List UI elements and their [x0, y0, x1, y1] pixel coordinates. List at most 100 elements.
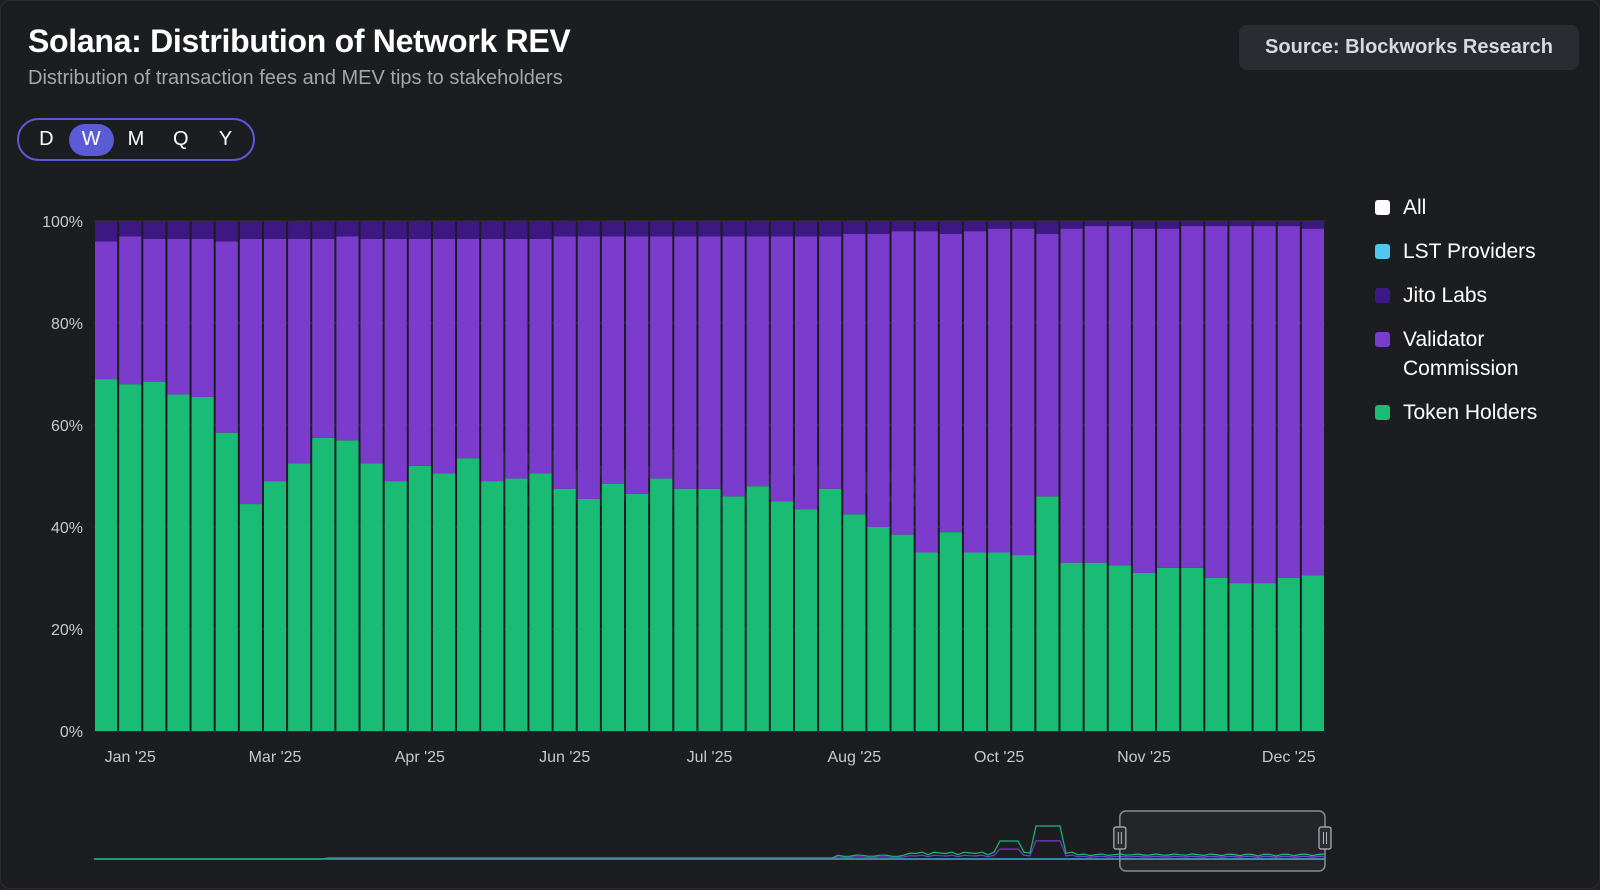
bar-segment-jito-labs[interactable] — [1205, 221, 1228, 227]
bar-segment-token-holders[interactable] — [119, 384, 142, 731]
bar-segment-validator-commission[interactable] — [360, 238, 383, 464]
bar-segment-validator-commission[interactable] — [288, 238, 311, 464]
bar-segment-token-holders[interactable] — [843, 514, 866, 731]
bar-segment-validator-commission[interactable] — [963, 231, 987, 553]
bar-segment-token-holders[interactable] — [601, 483, 625, 731]
legend-item-all[interactable]: All — [1375, 193, 1585, 222]
bar-segment-jito-labs[interactable] — [963, 221, 987, 232]
bar-segment-jito-labs[interactable] — [577, 221, 600, 237]
bar-segment-validator-commission[interactable] — [95, 241, 118, 380]
bar-segment-jito-labs[interactable] — [1060, 221, 1083, 229]
bar-segment-jito-labs[interactable] — [288, 221, 311, 239]
bar-segment-token-holders[interactable] — [698, 488, 721, 731]
bar-segment-jito-labs[interactable] — [553, 221, 576, 237]
bar-segment-validator-commission[interactable] — [553, 236, 576, 489]
bar-segment-token-holders[interactable] — [891, 534, 914, 731]
bar-segment-validator-commission[interactable] — [1036, 233, 1059, 497]
bar-segment-jito-labs[interactable] — [263, 221, 287, 239]
legend-item-lst-providers[interactable]: LST Providers — [1375, 237, 1585, 266]
bar-segment-validator-commission[interactable] — [577, 236, 600, 499]
bar-segment-token-holders[interactable] — [794, 509, 818, 731]
bar-segment-jito-labs[interactable] — [939, 221, 962, 234]
bar-segment-token-holders[interactable] — [432, 473, 456, 731]
bar-segment-validator-commission[interactable] — [336, 236, 359, 441]
bar-segment-jito-labs[interactable] — [1108, 221, 1131, 227]
bar-segment-token-holders[interactable] — [1277, 578, 1300, 731]
bar-segment-token-holders[interactable] — [167, 394, 190, 731]
bar-segment-jito-labs[interactable] — [698, 221, 721, 237]
bar-segment-validator-commission[interactable] — [1229, 226, 1252, 584]
bar-segment-validator-commission[interactable] — [674, 236, 697, 489]
bar-segment-validator-commission[interactable] — [505, 238, 528, 479]
bar-segment-jito-labs[interactable] — [167, 221, 190, 239]
bar-segment-token-holders[interactable] — [191, 396, 214, 731]
period-button-q[interactable]: Q — [173, 128, 189, 150]
bar-segment-jito-labs[interactable] — [1229, 221, 1252, 227]
bar-segment-jito-labs[interactable] — [915, 221, 938, 232]
bar-segment-token-holders[interactable] — [867, 527, 890, 731]
bar-segment-token-holders[interactable] — [746, 486, 769, 731]
bar-segment-jito-labs[interactable] — [408, 221, 431, 239]
bar-segment-jito-labs[interactable] — [988, 221, 1011, 229]
bar-segment-jito-labs[interactable] — [432, 221, 456, 239]
bar-segment-jito-labs[interactable] — [119, 221, 142, 237]
bar-segment-validator-commission[interactable] — [1084, 226, 1107, 563]
bar-segment-token-holders[interactable] — [312, 437, 335, 731]
bar-segment-validator-commission[interactable] — [601, 236, 625, 484]
bar-segment-jito-labs[interactable] — [722, 221, 745, 237]
bar-segment-token-holders[interactable] — [674, 488, 697, 731]
bar-segment-jito-labs[interactable] — [312, 221, 335, 239]
bar-segment-token-holders[interactable] — [1253, 583, 1276, 731]
bar-segment-validator-commission[interactable] — [626, 236, 649, 494]
bar-segment-validator-commission[interactable] — [191, 238, 214, 397]
bar-segment-validator-commission[interactable] — [891, 231, 914, 535]
bar-segment-token-holders[interactable] — [577, 498, 600, 731]
period-button-m[interactable]: M — [127, 128, 145, 150]
bar-segment-jito-labs[interactable] — [360, 221, 383, 239]
bar-segment-validator-commission[interactable] — [650, 236, 673, 479]
bar-segment-validator-commission[interactable] — [119, 236, 142, 385]
bar-segment-token-holders[interactable] — [529, 473, 552, 731]
bar-segment-validator-commission[interactable] — [1205, 226, 1228, 578]
bar-segment-token-holders[interactable] — [722, 496, 745, 731]
bar-segment-validator-commission[interactable] — [1253, 226, 1276, 584]
bar-segment-jito-labs[interactable] — [1301, 221, 1324, 229]
bar-segment-validator-commission[interactable] — [384, 238, 407, 482]
bar-segment-jito-labs[interactable] — [843, 221, 866, 234]
bar-segment-token-holders[interactable] — [505, 478, 528, 731]
bar-segment-validator-commission[interactable] — [770, 236, 793, 502]
bar-segment-jito-labs[interactable] — [1277, 221, 1300, 227]
bar-segment-token-holders[interactable] — [1181, 567, 1204, 731]
bar-segment-jito-labs[interactable] — [1012, 221, 1035, 229]
bar-segment-jito-labs[interactable] — [746, 221, 769, 237]
bar-segment-jito-labs[interactable] — [215, 221, 238, 242]
bar-segment-validator-commission[interactable] — [167, 238, 190, 395]
bar-segment-validator-commission[interactable] — [988, 228, 1011, 553]
bar-segment-token-holders[interactable] — [215, 432, 238, 731]
navigator-selection[interactable] — [1119, 810, 1326, 872]
bar-segment-jito-labs[interactable] — [505, 221, 528, 239]
period-button-y[interactable]: Y — [218, 128, 233, 150]
bar-segment-jito-labs[interactable] — [95, 221, 118, 242]
bar-segment-validator-commission[interactable] — [457, 238, 480, 459]
bar-segment-jito-labs[interactable] — [384, 221, 407, 239]
bar-segment-validator-commission[interactable] — [939, 233, 962, 533]
bar-segment-token-holders[interactable] — [143, 381, 166, 731]
bar-segment-token-holders[interactable] — [963, 552, 987, 732]
bar-segment-validator-commission[interactable] — [819, 236, 842, 489]
legend-item-token-holders[interactable]: Token Holders — [1375, 398, 1585, 427]
bar-segment-token-holders[interactable] — [1060, 562, 1083, 731]
navigator-left-handle[interactable] — [1113, 826, 1127, 850]
bar-segment-validator-commission[interactable] — [312, 238, 335, 438]
bar-segment-token-holders[interactable] — [360, 463, 383, 731]
bar-segment-token-holders[interactable] — [1301, 575, 1324, 731]
bar-segment-jito-labs[interactable] — [1181, 221, 1204, 227]
bar-segment-validator-commission[interactable] — [1157, 228, 1180, 568]
bar-segment-jito-labs[interactable] — [891, 221, 914, 232]
bar-segment-token-holders[interactable] — [408, 465, 431, 731]
bar-segment-token-holders[interactable] — [239, 504, 262, 731]
bar-segment-jito-labs[interactable] — [239, 221, 262, 239]
bar-segment-validator-commission[interactable] — [408, 238, 431, 466]
bar-segment-validator-commission[interactable] — [1277, 226, 1300, 578]
bar-segment-token-holders[interactable] — [457, 458, 480, 731]
